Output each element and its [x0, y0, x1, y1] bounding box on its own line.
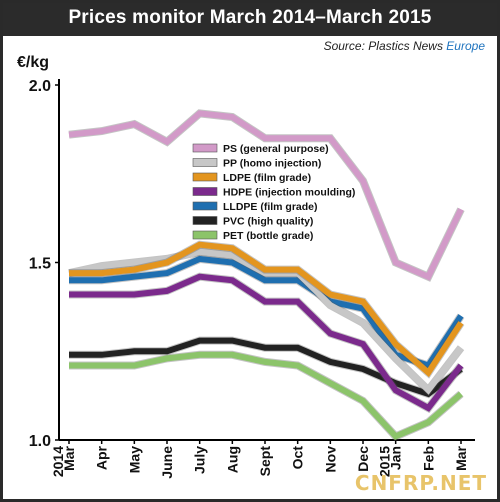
y-axis-label: €/kg: [17, 54, 49, 71]
legend-swatch: [192, 230, 218, 240]
source-note: Source: Plastics News Europe: [324, 39, 485, 53]
series-line: [69, 351, 463, 440]
source-brand: Europe: [446, 39, 485, 53]
x-tick-label: Jan: [388, 446, 404, 470]
legend-entry: PVC (high quality): [223, 216, 313, 228]
x-year-label: 2014: [50, 446, 66, 477]
y-tick-label: 2.0: [29, 78, 51, 95]
x-tick-label: Sept: [257, 446, 273, 477]
x-tick-label: Nov: [322, 446, 338, 473]
chart-title: Prices monitor March 2014–March 2015: [68, 7, 432, 28]
series-line: [68, 110, 464, 281]
line-chart: 1.0 1.5 2.0 €/kg Mar Apr May June July Aug Sept Oct…: [17, 54, 475, 479]
x-tick-label: Oct: [290, 446, 306, 470]
x-year-label: 2015: [377, 446, 393, 477]
legend-entry: HDPE (injection moulding): [223, 187, 355, 199]
x-tick-label: Dec: [355, 446, 371, 472]
legend-entry: PP (homo injection): [223, 158, 321, 170]
series-line: [68, 248, 464, 395]
x-tick-label: Apr: [94, 445, 110, 470]
x-tick-label: July: [192, 446, 208, 474]
y-tick-label: 1.5: [29, 256, 51, 273]
x-tick-label: Feb: [420, 446, 436, 471]
legend-swatch: [192, 172, 218, 182]
x-tick-label: June: [159, 446, 175, 479]
legend-swatch: [192, 158, 218, 167]
x-tick-label: Mar: [61, 445, 77, 470]
y-tick-label: 1.0: [29, 433, 51, 450]
title-bar: Prices monitor March 2014–March 2015: [3, 3, 497, 36]
legend-entry: LLDPE (film grade): [223, 201, 318, 213]
legend-swatch: [192, 187, 218, 196]
legend-swatch: [192, 143, 218, 153]
x-tick-label: Aug: [224, 446, 240, 473]
series-line: [69, 273, 464, 412]
legend-entry: PET (bottle grade): [223, 230, 313, 242]
x-tick-label: Mar: [453, 445, 469, 470]
source-prefix: Source: Plastics News: [323, 39, 447, 53]
x-tick-label: May: [126, 446, 142, 473]
legend-entry: LDPE (film grade): [223, 172, 311, 184]
series-line: [69, 337, 463, 398]
watermark: CNFRP.NET: [354, 471, 487, 495]
legend-entry: PS (general purpose): [223, 143, 329, 155]
legend-swatch: [192, 201, 218, 211]
series-line: [69, 241, 464, 378]
legend-swatch: [192, 216, 218, 225]
